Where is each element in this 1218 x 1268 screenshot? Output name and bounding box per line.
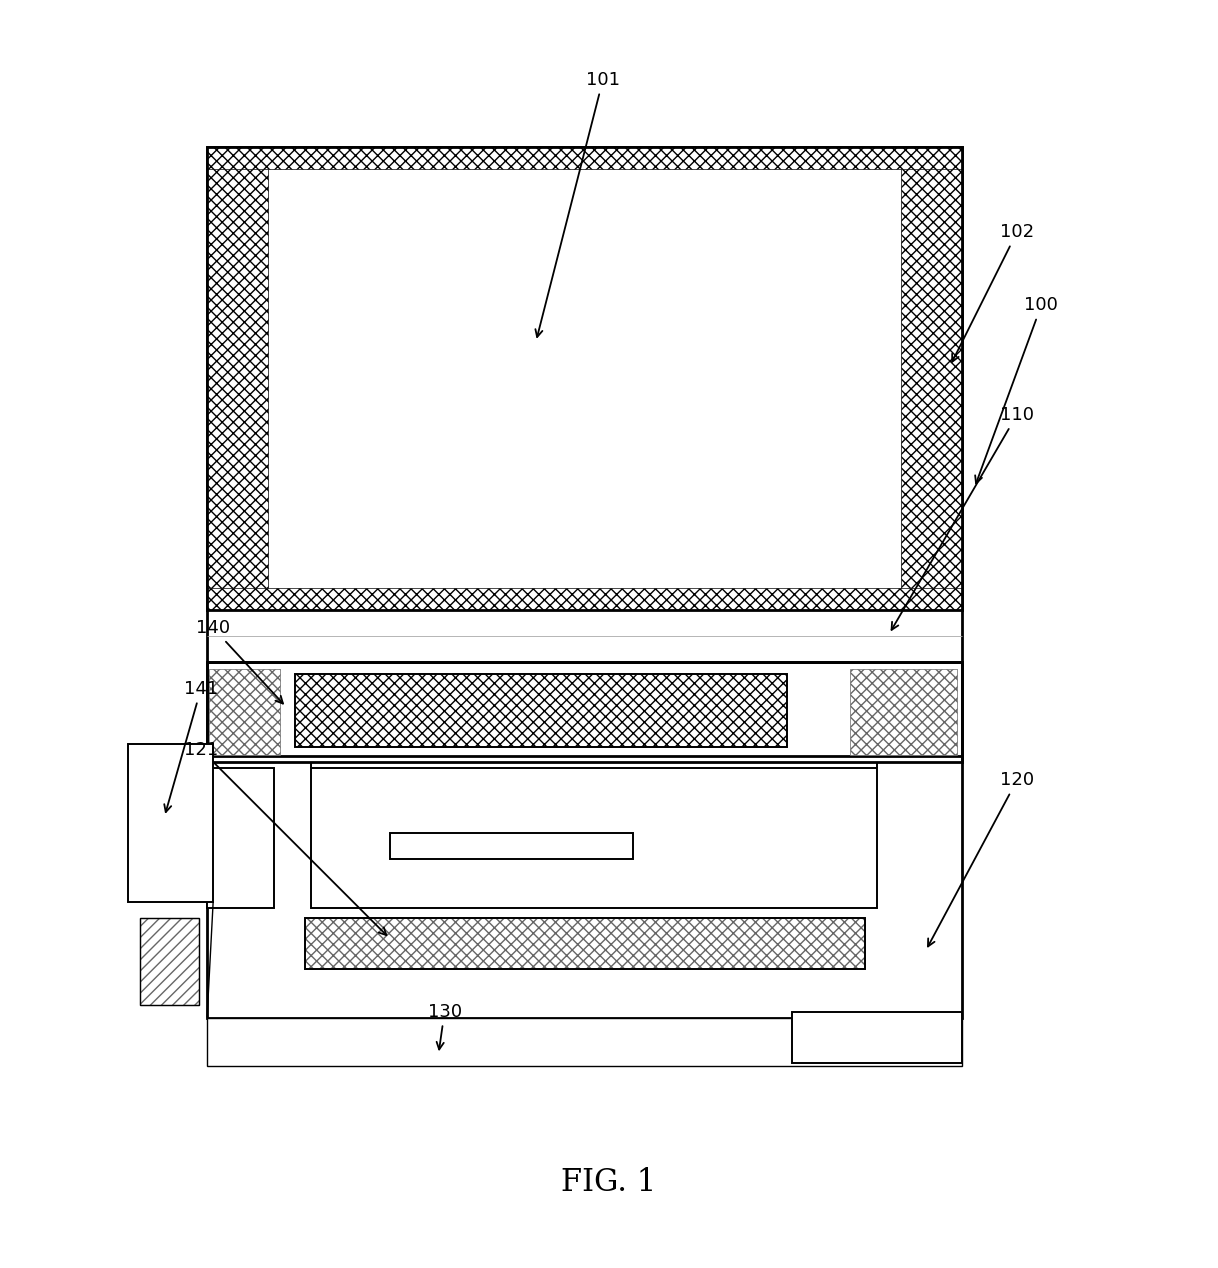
Bar bbox=[304, 918, 865, 969]
Text: 141: 141 bbox=[164, 680, 218, 812]
Bar bbox=[850, 670, 957, 754]
Bar bbox=[304, 918, 865, 969]
Bar bbox=[207, 662, 962, 762]
Text: 121: 121 bbox=[184, 741, 386, 935]
Bar bbox=[311, 768, 877, 908]
Bar bbox=[207, 607, 962, 664]
Text: 130: 130 bbox=[428, 1003, 462, 1050]
Text: FIG. 1: FIG. 1 bbox=[561, 1167, 657, 1197]
Bar bbox=[901, 147, 962, 610]
Bar bbox=[390, 833, 633, 860]
Bar bbox=[207, 662, 962, 762]
Bar bbox=[207, 587, 962, 610]
Bar bbox=[295, 675, 787, 747]
Text: 100: 100 bbox=[976, 297, 1058, 483]
Bar bbox=[207, 147, 962, 610]
Bar bbox=[207, 756, 962, 1018]
Bar bbox=[128, 743, 213, 902]
Text: 101: 101 bbox=[536, 71, 620, 337]
Bar bbox=[140, 918, 199, 1006]
Text: 120: 120 bbox=[928, 771, 1034, 946]
Bar bbox=[209, 670, 280, 754]
Text: 110: 110 bbox=[892, 406, 1034, 630]
Bar bbox=[207, 1018, 962, 1066]
Bar bbox=[207, 147, 962, 610]
Bar bbox=[140, 918, 199, 1006]
Text: 102: 102 bbox=[952, 223, 1034, 361]
Bar bbox=[207, 768, 274, 908]
Bar bbox=[207, 147, 268, 610]
Bar bbox=[792, 1012, 962, 1063]
Text: 140: 140 bbox=[196, 619, 283, 704]
Bar bbox=[207, 147, 962, 169]
